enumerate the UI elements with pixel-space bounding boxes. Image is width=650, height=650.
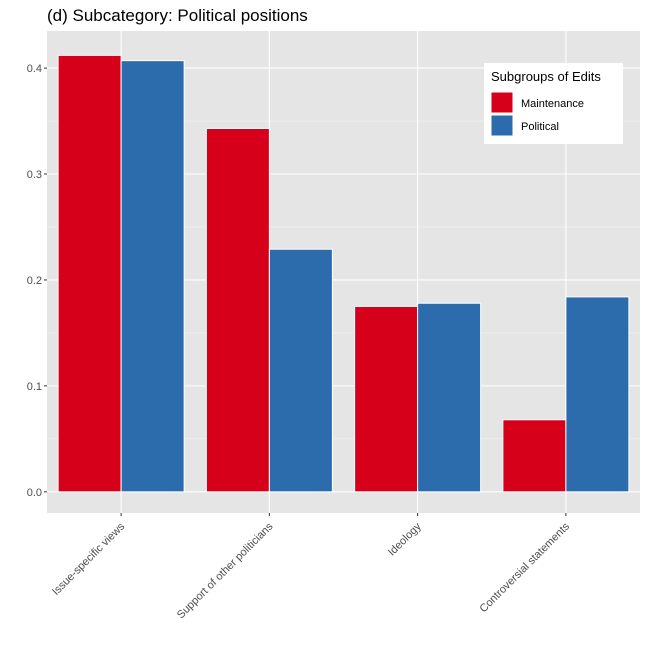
- bar-political-4: [565, 296, 630, 493]
- x-tick-label: Ideology: [386, 520, 424, 558]
- x-tick-label: Support of other politicians: [175, 520, 276, 621]
- y-tick-label: 0.0: [27, 487, 42, 499]
- y-tick-label: 0.2: [27, 275, 42, 287]
- x-tick-label: Issue-specific views: [50, 520, 128, 598]
- bar-maintenance-3: [354, 305, 419, 493]
- bar-political-3: [417, 302, 482, 493]
- y-axis: 0.0 0.1 0.2 0.3 0.4: [27, 63, 47, 499]
- legend-label-maintenance: Maintenance: [521, 98, 584, 110]
- legend-label-political: Political: [521, 121, 559, 133]
- y-tick-label: 0.4: [27, 63, 42, 75]
- y-tick-label: 0.1: [27, 381, 42, 393]
- bars: [57, 54, 630, 493]
- bar-maintenance-2: [205, 127, 270, 493]
- x-axis: Issue-specific views Support of other pol…: [50, 513, 572, 621]
- legend-key-maintenance: [490, 91, 514, 114]
- bar-maintenance-4: [502, 419, 567, 493]
- bar-maintenance-1: [57, 54, 122, 493]
- y-tick-label: 0.3: [27, 169, 42, 181]
- legend: Subgroups of Edits Maintenance Political: [484, 63, 623, 144]
- x-tick-label: Controversial statements: [477, 520, 572, 615]
- bar-political-1: [120, 60, 185, 493]
- legend-key-political: [490, 114, 514, 137]
- chart-title: (d) Subcategory: Political positions: [47, 6, 308, 25]
- bar-political-2: [268, 248, 333, 493]
- legend-title: Subgroups of Edits: [491, 69, 601, 84]
